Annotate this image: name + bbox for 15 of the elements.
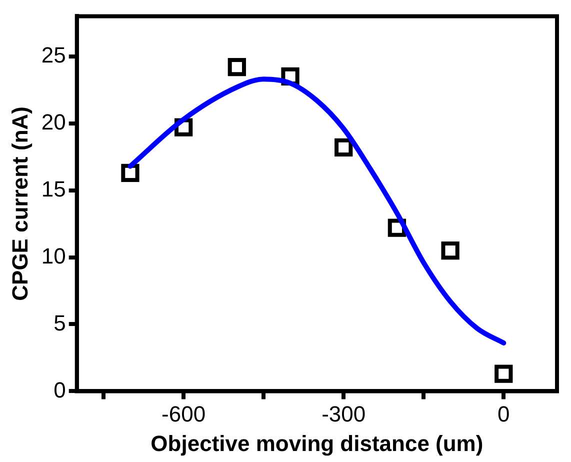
- x-tick-label: -600: [162, 401, 206, 426]
- point: [228, 58, 246, 76]
- y-tick-label: 25: [41, 42, 66, 68]
- point: [441, 242, 460, 260]
- y-tick-label: 15: [41, 176, 66, 202]
- point: [494, 364, 513, 383]
- y-tick-label: 0: [54, 377, 66, 402]
- y-tick-label: 20: [41, 109, 66, 134]
- x-tick-label: -300: [322, 401, 366, 426]
- x-tick-label: 0: [498, 401, 510, 426]
- y-tick-label: 5: [54, 310, 66, 336]
- y-tick-label: 10: [41, 243, 66, 268]
- y-axis-title: CPGE current (nA): [7, 106, 32, 301]
- point: [334, 138, 353, 157]
- x-axis-title: Objective moving distance (um): [150, 430, 484, 456]
